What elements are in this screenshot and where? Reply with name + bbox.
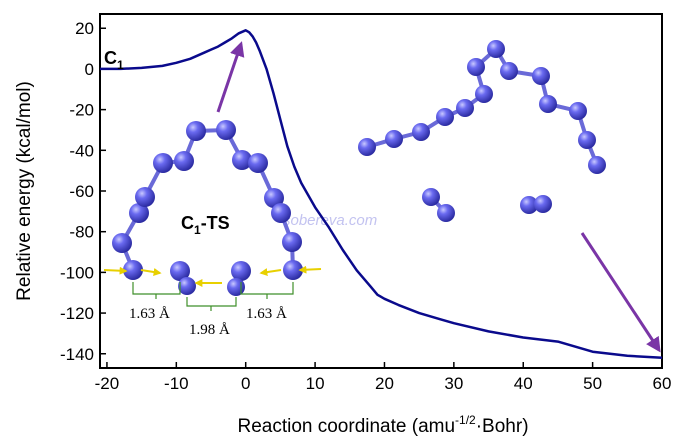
y-tick-label: -140 bbox=[60, 345, 94, 364]
x-tick-label: -10 bbox=[164, 374, 189, 393]
x-tick-label: 40 bbox=[514, 374, 533, 393]
x-axis: -20 -10 0 10 20 30 40 50 60 bbox=[95, 362, 672, 393]
y-tick-label: -120 bbox=[60, 304, 94, 323]
ts-pointer-arrow bbox=[216, 41, 245, 113]
distance-label-middle: 1.98 Å bbox=[189, 322, 230, 338]
y-tick-label: -80 bbox=[69, 223, 94, 242]
x-tick-label: 30 bbox=[444, 374, 463, 393]
distance-brackets bbox=[132, 282, 294, 311]
c1-label: C1 bbox=[104, 48, 124, 72]
x-tick-label: 50 bbox=[583, 374, 602, 393]
ts-displacement-vectors bbox=[103, 265, 322, 287]
x-tick-label: 60 bbox=[653, 374, 672, 393]
x-axis-label: Reaction coordinate (amu-1/2·Bohr) bbox=[237, 413, 528, 437]
ts-label: C1-TS bbox=[181, 213, 230, 237]
y-axis-label: Relative energy (kcal/mol) bbox=[14, 81, 35, 301]
watermark-text: sobereva.com bbox=[283, 212, 377, 229]
y-tick-label: -40 bbox=[69, 141, 94, 160]
y-tick-label: -100 bbox=[60, 263, 94, 282]
y-tick-label: -20 bbox=[69, 101, 94, 120]
y-axis: 20 0 -20 -40 -60 -80 -100 -120 -140 bbox=[60, 19, 106, 364]
distance-label-right: 1.63 Å bbox=[246, 306, 287, 322]
x-tick-label: -20 bbox=[95, 374, 120, 393]
x-tick-label: 20 bbox=[375, 374, 394, 393]
energy-curve-line bbox=[100, 29, 663, 360]
x-tick-label: 0 bbox=[241, 374, 250, 393]
y-tick-label: 20 bbox=[75, 19, 94, 38]
ts-atoms bbox=[112, 120, 303, 296]
y-tick-label: 0 bbox=[85, 60, 94, 79]
y-tick-label: -60 bbox=[69, 182, 94, 201]
x-tick-label: 10 bbox=[306, 374, 325, 393]
distance-label-left: 1.63 Å bbox=[129, 306, 170, 322]
product-pointer-arrow bbox=[580, 232, 661, 353]
product-atoms bbox=[358, 40, 606, 222]
plot-frame bbox=[99, 13, 663, 369]
